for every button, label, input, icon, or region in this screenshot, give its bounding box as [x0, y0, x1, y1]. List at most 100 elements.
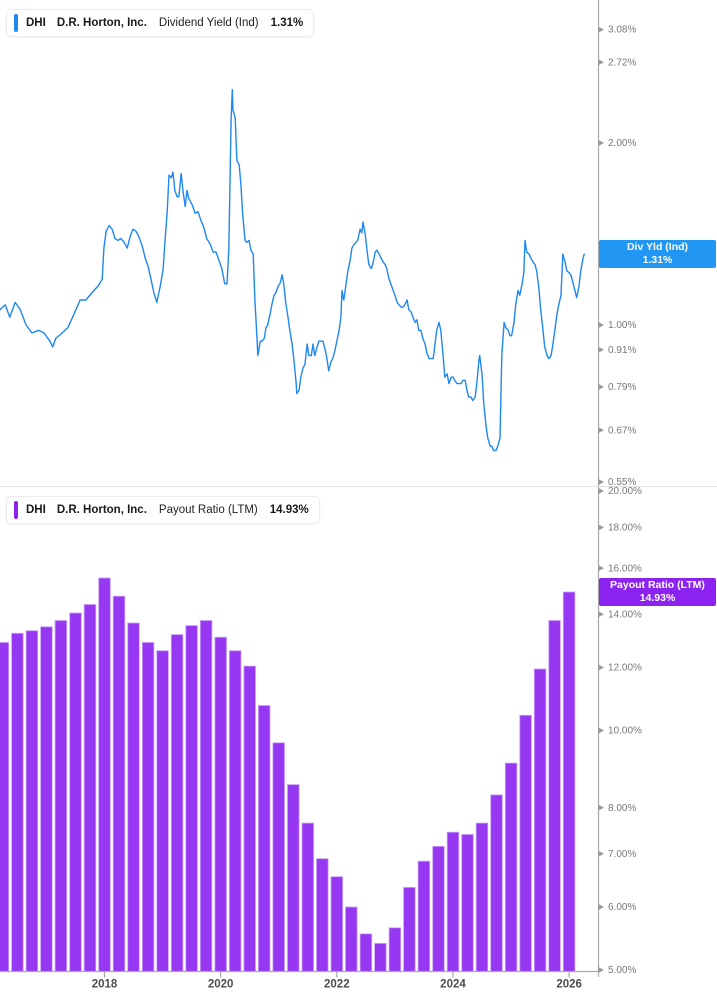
badge-value: 14.93% — [639, 592, 676, 604]
dividend-yield-chart[interactable]: 3.08% 2.72% 2.00% 1.00% 0.91% 0.79% 0.67% 0.55% — [0, 0, 717, 486]
y-tick-label: 14.00% — [608, 609, 642, 620]
payout-ratio-bar — [112, 595, 126, 972]
legend-payout-ratio[interactable]: DHI D.R. Horton, Inc. Payout Ratio (LTM)… — [6, 496, 320, 524]
payout-ratio-bar — [301, 822, 315, 972]
payout-ratio-bar — [345, 906, 358, 972]
payout-ratio-bar — [40, 626, 53, 972]
payout-ratio-bar — [243, 665, 256, 972]
y-tick-label: 16.00% — [608, 563, 642, 574]
payout-ratio-bar — [199, 620, 213, 972]
payout-ratio-bar — [54, 620, 68, 972]
payout-ratio-bar — [98, 577, 111, 972]
y-tick-marker — [598, 565, 604, 572]
payout-ratio-bar — [533, 668, 547, 972]
y-tick-marker — [598, 478, 604, 485]
y-tick-label: 6.00% — [608, 902, 636, 913]
company-name: D.R. Horton, Inc. — [56, 504, 147, 516]
y-tick-marker — [598, 59, 604, 66]
metric-value: 14.93% — [269, 504, 309, 516]
y-tick-label: 5.00% — [608, 965, 636, 976]
y-tick-marker — [598, 26, 604, 33]
company-name: D.R. Horton, Inc. — [56, 17, 147, 29]
y-tick-marker — [598, 967, 604, 973]
y-tick-marker — [598, 383, 604, 390]
payout-ratio-bar — [83, 604, 97, 972]
last-value-badge-div-yld: Div Yld (Ind) 1.31% — [599, 240, 716, 268]
last-value-badge-payout-ratio: Payout Ratio (LTM) 14.93% — [599, 578, 716, 606]
x-tick-label: 2026 — [556, 979, 582, 991]
payout-ratio-bar — [461, 834, 474, 972]
y-tick-label: 1.00% — [608, 320, 636, 331]
legend-dividend-yield[interactable]: DHI D.R. Horton, Inc. Dividend Yield (In… — [6, 9, 315, 37]
payout-ratio-bar — [403, 886, 416, 972]
y-tick-label: 0.91% — [608, 345, 636, 356]
payout-ratio-bar — [432, 845, 445, 972]
y-tick-label: 3.08% — [608, 25, 636, 36]
y-tick-label: 10.00% — [608, 726, 642, 737]
payout-ratio-bar — [141, 642, 155, 972]
payout-ratio-bar — [0, 642, 10, 972]
payout-ratio-bar — [548, 620, 561, 972]
y-tick-marker — [598, 322, 604, 328]
x-tick-label: 2024 — [440, 979, 466, 991]
payout-ratio-bar — [25, 630, 39, 972]
payout-ratio-bar — [490, 794, 503, 972]
legend-accent-bar — [14, 501, 18, 519]
y-tick-label: 18.00% — [608, 523, 642, 534]
payout-ratio-bar — [272, 742, 285, 972]
y-tick-marker — [598, 611, 604, 618]
x-tick-label: 2020 — [208, 979, 234, 991]
y-tick-label: 7.00% — [608, 849, 636, 860]
y-tick-marker — [598, 850, 604, 857]
x-tick-label: 2018 — [92, 979, 118, 991]
payout-ratio-bar — [11, 632, 24, 972]
payout-ratio-bar — [228, 650, 242, 972]
payout-ratio-bar — [475, 822, 489, 972]
badge-label: Div Yld (Ind) — [626, 240, 689, 253]
legend-accent-bar — [14, 14, 18, 32]
metric-value: 1.31% — [270, 17, 304, 29]
metric-name: Dividend Yield (Ind) — [158, 17, 259, 29]
y-tick-marker — [598, 804, 604, 811]
payout-ratio-bar — [185, 625, 198, 972]
dividend-yield-line — [0, 88, 585, 452]
ticker-symbol: DHI — [26, 17, 46, 29]
payout-ratio-chart[interactable]: 20.00% 18.00% 16.00% 14.00% 12.00% 10.00% 8.00… — [0, 486, 717, 1005]
payout-ratio-bar — [316, 858, 329, 972]
y-tick-label: 12.00% — [608, 663, 642, 674]
panel-divider — [0, 486, 717, 487]
payout-ratio-bar — [519, 714, 532, 972]
y-tick-marker — [598, 727, 604, 734]
y-tick-marker — [598, 524, 604, 531]
y-tick-marker — [598, 488, 604, 495]
y-tick-marker — [598, 664, 604, 671]
payout-ratio-bar — [170, 634, 184, 972]
payout-ratio-bar — [417, 860, 431, 972]
payout-ratio-bar — [504, 762, 518, 972]
payout-ratio-bar — [287, 784, 300, 972]
y-tick-label: 20.00% — [608, 486, 642, 497]
payout-ratio-bar — [214, 636, 227, 972]
metric-name: Payout Ratio (LTM) — [158, 504, 258, 516]
y-tick-label: 2.00% — [608, 138, 636, 149]
payout-ratio-bar — [359, 933, 373, 972]
payout-ratio-bar — [374, 942, 387, 972]
y-tick-marker — [598, 904, 604, 911]
y-tick-label: 0.67% — [608, 425, 636, 436]
y-tick-marker — [598, 427, 604, 434]
payout-ratio-bar — [562, 591, 576, 972]
payout-ratio-bar — [69, 612, 82, 972]
ticker-symbol: DHI — [26, 504, 46, 516]
badge-value: 1.31% — [642, 254, 673, 266]
y-tick-label: 0.55% — [608, 477, 636, 486]
y-tick-marker — [598, 346, 604, 353]
payout-ratio-bar — [330, 876, 344, 972]
payout-ratio-bar — [446, 831, 460, 972]
y-tick-label: 8.00% — [608, 803, 636, 814]
payout-ratio-bar — [156, 650, 169, 972]
y-tick-label: 2.72% — [608, 57, 636, 68]
y-tick-label: 0.79% — [608, 382, 636, 393]
payout-ratio-bar — [257, 705, 271, 972]
payout-ratio-bar — [127, 622, 140, 972]
